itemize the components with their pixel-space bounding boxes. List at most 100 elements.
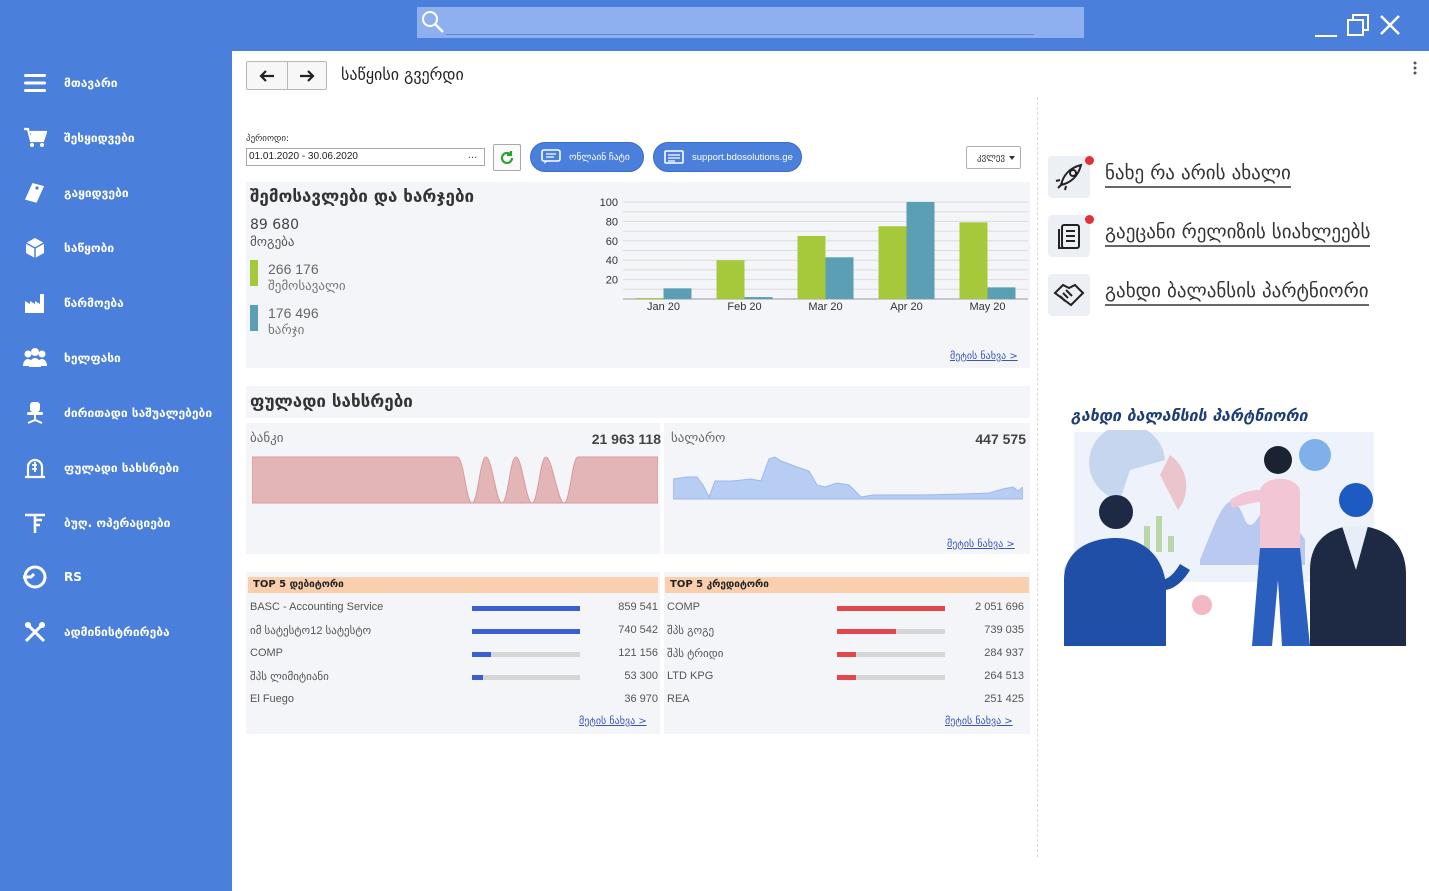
sidebar-item-fixed-assets[interactable]: ძირითადი საშუალებები xyxy=(0,391,232,435)
sidebar-item-label: წარმოება xyxy=(64,296,124,310)
debtors-more-link[interactable]: მეტის ნახვა > xyxy=(579,716,647,727)
become-partner-link[interactable]: გახდი ბალანსის პარტნიორი xyxy=(1048,274,1408,320)
sidebar-item-label: გაყიდვები xyxy=(64,186,129,200)
column-divider xyxy=(1037,97,1038,857)
title-bar xyxy=(0,0,1429,51)
forward-button[interactable] xyxy=(286,62,327,89)
row-name: შპს ლიმიტიანი xyxy=(250,671,329,683)
table-row[interactable]: შპს გოგე 739 035 xyxy=(667,621,1024,641)
sidebar-item-label: ადმინისტრირება xyxy=(64,625,170,639)
close-icon[interactable] xyxy=(1377,12,1405,40)
row-value: 859 541 xyxy=(618,601,658,613)
sidebar-item-label: ბუღ. ოპერაციები xyxy=(64,516,171,530)
row-bar-fill xyxy=(472,606,580,611)
cash-more-link[interactable]: მეტის ნახვა > xyxy=(947,539,1015,550)
creditors-more-link[interactable]: მეტის ნახვა > xyxy=(945,716,1013,727)
sidebar-item-sales[interactable]: გაყიდვები xyxy=(0,171,232,215)
sidebar-item-label: მთავარი xyxy=(64,76,118,90)
sidebar-item-accounting[interactable]: ბუღ. ოპერაციები xyxy=(0,501,232,545)
notification-badge xyxy=(1085,215,1094,224)
cash-header-panel xyxy=(246,386,1030,418)
table-row[interactable]: COMP 2 051 696 xyxy=(667,598,1024,618)
sidebar-item-label: RS xyxy=(64,570,82,584)
release-notes-link[interactable]: გაეცანი რელიზის სიახლეებს xyxy=(1048,215,1408,261)
sidebar-item-label: საწყობი xyxy=(64,241,115,255)
sidebar-item-rs[interactable]: RS xyxy=(0,555,232,599)
row-value: 53 300 xyxy=(624,670,658,682)
income-more-link[interactable]: მეტის ნახვა > xyxy=(950,351,1018,362)
top-creditors-header: TOP 5 კრედიტორი xyxy=(665,577,1029,593)
sidebar-item-home[interactable]: მთავარი xyxy=(0,61,232,105)
row-name: შპს ტრიდი xyxy=(667,648,724,660)
x-tick-label: May 20 xyxy=(969,301,1005,313)
income-label: შემოსავალი xyxy=(268,279,346,294)
sidebar-item-label: ძირითადი საშუალებები xyxy=(64,406,213,420)
chart-bar xyxy=(959,222,988,299)
table-row[interactable]: El Fuego 36 970 xyxy=(250,690,658,710)
cashbox-label: სალარო xyxy=(671,431,726,446)
sidebar-item-salary[interactable]: ხელფასი xyxy=(0,336,232,380)
y-tick-label: 20 xyxy=(606,275,618,287)
table-row[interactable]: COMP 121 156 xyxy=(250,644,658,664)
support-button[interactable]: support.bdosolutions.ge xyxy=(653,142,802,172)
online-chat-label: ონლაინ ჩატი xyxy=(569,151,630,163)
top-debtors-header: TOP 5 დებიტორი xyxy=(248,577,658,593)
chart-bar xyxy=(744,297,773,299)
sidebar-item-label: ხელფასი xyxy=(64,351,121,365)
row-bar-track xyxy=(472,675,580,680)
sidebar-item-purchases[interactable]: შესყიდვები xyxy=(0,116,232,160)
back-button[interactable] xyxy=(247,62,287,89)
row-bar-track xyxy=(472,629,580,634)
arrow-left-icon xyxy=(259,69,274,82)
period-label: პერიოდი: xyxy=(246,134,290,144)
rocket-icon xyxy=(1048,156,1090,198)
period-picker-button[interactable]: ... xyxy=(461,148,485,166)
chat-icon xyxy=(541,149,561,164)
table-row[interactable]: იმ სატესტო12 სატესტო 740 542 xyxy=(250,621,658,641)
y-tick-label: 80 xyxy=(606,216,618,228)
income-expenses-title: შემოსავლები და ხარჯები xyxy=(250,187,475,207)
row-name: LTD KPG xyxy=(667,670,714,682)
row-name: იმ სატესტო12 სატესტო xyxy=(250,625,372,637)
sidebar-item-cash[interactable]: ფულადი სახსრები xyxy=(0,446,232,490)
minimize-icon[interactable] xyxy=(1313,12,1341,40)
table-row[interactable]: LTD KPG 264 513 xyxy=(667,667,1024,687)
row-value: 740 542 xyxy=(618,624,658,636)
period-select[interactable]: კვლევ xyxy=(966,146,1021,169)
row-bar-fill xyxy=(472,652,492,657)
chart-bar xyxy=(906,202,935,299)
notes-icon xyxy=(1048,215,1090,257)
tools-icon xyxy=(22,619,48,645)
handshake-icon xyxy=(1048,274,1090,316)
table-row[interactable]: REA 251 425 xyxy=(667,690,1024,710)
whats-new-link[interactable]: ნახე რა არის ახალი xyxy=(1048,156,1408,202)
sidebar-item-warehouse[interactable]: საწყობი xyxy=(0,226,232,270)
support-icon xyxy=(664,150,684,164)
more-options-icon[interactable] xyxy=(1410,60,1420,78)
maximize-icon[interactable] xyxy=(1345,12,1373,40)
support-label: support.bdosolutions.ge xyxy=(692,151,793,163)
promo-title: გახდი ბალანსის პარტნიორი xyxy=(1071,406,1308,425)
navigation-buttons xyxy=(246,61,327,90)
sidebar-item-label: ფულადი სახსრები xyxy=(64,461,179,475)
table-row[interactable]: BASC - Accounting Service 859 541 xyxy=(250,598,658,618)
row-bar-fill xyxy=(472,675,483,680)
online-chat-button[interactable]: ონლაინ ჩატი xyxy=(530,142,644,172)
table-row[interactable]: შპს ლიმიტიანი 53 300 xyxy=(250,667,658,687)
money-icon xyxy=(22,455,48,481)
period-input[interactable]: 01.01.2020 - 30.06.2020 xyxy=(246,148,462,166)
row-name: BASC - Accounting Service xyxy=(250,601,384,613)
table-row[interactable]: შპს ტრიდი 284 937 xyxy=(667,644,1024,664)
refresh-button[interactable] xyxy=(493,144,521,171)
bank-label: ბანკი xyxy=(250,431,284,446)
sidebar-item-admin[interactable]: ადმინისტრირება xyxy=(0,610,232,654)
period-select-value: კვლევ xyxy=(977,152,1005,163)
search-bar[interactable] xyxy=(417,7,1084,38)
cash-title: ფულადი სახსრები xyxy=(250,392,413,412)
chevron-down-icon xyxy=(1009,156,1015,160)
row-bar-track xyxy=(837,675,945,680)
cart-icon xyxy=(22,125,48,151)
ledger-icon xyxy=(22,510,48,536)
sidebar-item-production[interactable]: წარმოება xyxy=(0,281,232,325)
row-bar-track xyxy=(837,652,945,657)
